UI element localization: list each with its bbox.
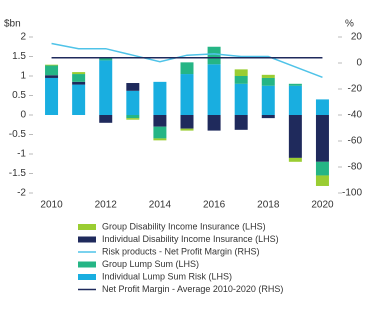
bar (234, 83, 248, 115)
legend-swatch (78, 274, 96, 280)
bar (126, 118, 140, 120)
x-tick-label: 2010 (40, 200, 63, 211)
legend-label: Net Profit Margin - Average 2010-2020 (R… (102, 284, 283, 294)
y2-axis-label: % (345, 19, 354, 30)
bar (207, 115, 221, 131)
y-tick-label: -1 (17, 149, 26, 160)
y2-tick-label: -60 (348, 136, 363, 147)
y2-tick-label: -40 (348, 110, 363, 121)
legend-label: Individual Disability Income Insurance (… (102, 234, 279, 244)
bar (288, 115, 302, 158)
bar (261, 77, 275, 86)
bar (153, 126, 167, 139)
bar (126, 115, 140, 119)
legend-label: Risk products - Net Profit Margin (RHS) (102, 246, 260, 256)
bar (315, 175, 329, 186)
bar (180, 62, 194, 75)
legend-swatch (78, 236, 96, 243)
y-tick-label: -2 (17, 188, 26, 199)
y-tick-label: 1.5 (12, 51, 26, 62)
bar (99, 58, 113, 61)
y2-tick-label: 0 (356, 58, 362, 69)
bar (180, 128, 194, 131)
bar (45, 75, 59, 78)
bar (288, 83, 302, 86)
y2-tick-label: 20 (351, 32, 363, 43)
bar (180, 115, 194, 129)
legend-label: Group Disability Income Insurance (LHS) (102, 221, 266, 231)
bar (234, 76, 248, 84)
bar (234, 69, 248, 76)
legend-label: Group Lump Sum (LHS) (102, 259, 199, 269)
y2-tick-label: -100 (342, 188, 362, 199)
y-axis-label: $bn (4, 19, 21, 30)
bar (261, 74, 275, 78)
x-tick-label: 2012 (95, 200, 118, 211)
line (51, 42, 323, 79)
bar (72, 74, 86, 82)
y-tick-label: 0.5 (12, 90, 26, 101)
bar (288, 85, 302, 115)
x-tick-label: 2014 (149, 200, 172, 211)
y-tick-label: 1 (20, 71, 26, 82)
y2-tick-label: -80 (348, 162, 363, 173)
bar (153, 81, 167, 115)
bar (72, 72, 86, 75)
bar (234, 115, 248, 130)
legend-label: Individual Lump Sum Risk (LHS) (102, 271, 232, 281)
y-tick-label: 0 (20, 110, 26, 121)
bar (261, 115, 275, 119)
x-tick-label: 2016 (203, 200, 226, 211)
y-tick-label: -1.5 (9, 168, 27, 179)
y-tick-label: 2 (20, 32, 26, 43)
bar (72, 84, 86, 115)
x-tick-label: 2020 (311, 200, 334, 211)
bar (261, 85, 275, 115)
bar (72, 81, 86, 85)
bar (207, 64, 221, 115)
bar (45, 77, 59, 115)
bar (99, 115, 113, 123)
x-tick-label: 2018 (257, 200, 280, 211)
bar (315, 115, 329, 162)
bar (99, 60, 113, 115)
bar (288, 157, 302, 162)
bar (315, 99, 329, 115)
y-tick-label: -0.5 (9, 129, 27, 140)
bar (126, 83, 140, 91)
bar (180, 74, 194, 115)
bar (45, 65, 59, 76)
bar (207, 46, 221, 65)
legend-swatch (78, 261, 96, 268)
bar (153, 138, 167, 141)
bar (315, 161, 329, 176)
bar (126, 90, 140, 115)
y2-tick-label: -20 (348, 84, 363, 95)
bar (153, 115, 167, 127)
legend-swatch (78, 224, 96, 230)
bar (45, 64, 59, 66)
